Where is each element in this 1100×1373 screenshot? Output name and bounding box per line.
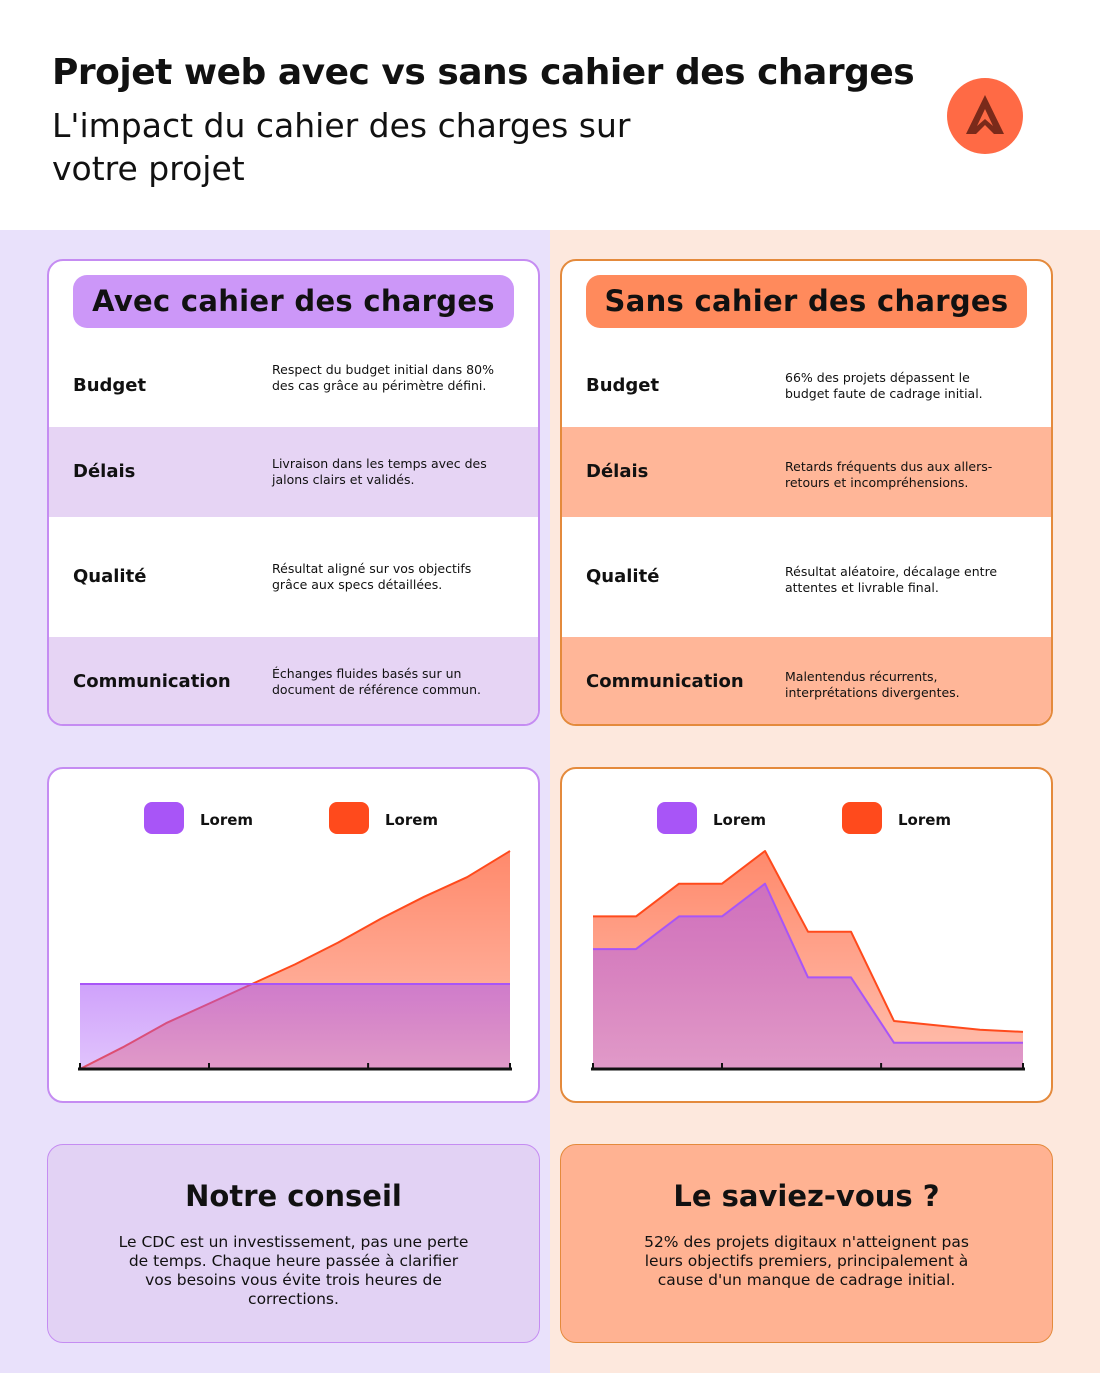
series-area (593, 883, 1023, 1069)
tip-card: Notre conseil Le CDC est un investisseme… (47, 1144, 540, 1343)
without-chart-card: Lorem Lorem (560, 767, 1053, 1103)
with-row-delais: Délais Livraison dans les temps avec des… (49, 427, 538, 517)
row-label: Délais (73, 461, 136, 482)
with-chart: Lorem Lorem (78, 802, 512, 1071)
legend-label: Lorem (385, 811, 438, 829)
row-label: Budget (73, 375, 147, 396)
row-desc: Respect du budget initial dans 80% des c… (272, 362, 494, 393)
row-desc: Retards fréquents dus aux allers-retours… (785, 459, 993, 490)
row-label: Communication (73, 671, 231, 692)
fact-title: Le saviez-vous ? (673, 1179, 940, 1213)
row-desc: 66% des projets dépassent le budget faut… (785, 370, 983, 401)
with-cdc-card: Avec cahier des charges Budget Respect d… (47, 259, 540, 726)
without-row-delais: Délais Retards fréquents dus aux allers-… (562, 427, 1051, 517)
legend-label: Lorem (898, 811, 951, 829)
without-chart: Lorem Lorem (591, 802, 1025, 1071)
row-desc: Livraison dans les temps avec des jalons… (272, 456, 487, 487)
row-desc: Résultat aléatoire, décalage entre atten… (785, 564, 998, 595)
row-label: Budget (586, 375, 660, 396)
series-line (593, 850, 1024, 1033)
row-desc: Échanges fluides basés sur un document d… (272, 666, 481, 697)
tip-title: Notre conseil (185, 1179, 402, 1213)
without-row-qualite: Qualité Résultat aléatoire, décalage ent… (562, 517, 1051, 637)
fact-text: 52% des projets digitaux n'atteignent pa… (644, 1233, 969, 1289)
row-desc: Résultat aligné sur vos objectifs grâce … (272, 561, 472, 592)
with-row-communication: Communication Échanges fluides basés sur… (49, 637, 538, 724)
legend-label: Lorem (713, 811, 766, 829)
without-cdc-title: Sans cahier des charges (586, 275, 1027, 328)
without-row-communication: Communication Malentendus récurrents, in… (562, 637, 1051, 724)
page-title: Projet web avec vs sans cahier des charg… (52, 52, 915, 93)
series-area (80, 984, 510, 1069)
logo-icon (966, 95, 1004, 134)
row-label: Communication (586, 671, 744, 692)
row-label: Qualité (73, 566, 147, 587)
legend-swatch (329, 802, 369, 834)
row-label: Délais (586, 461, 649, 482)
header: Projet web avec vs sans cahier des charg… (0, 0, 1100, 230)
without-row-budget: Budget 66% des projets dépassent le budg… (562, 347, 1051, 427)
page-subtitle: L'impact du cahier des charges sur votre… (52, 106, 631, 188)
fact-card: Le saviez-vous ? 52% des projets digitau… (560, 1144, 1053, 1343)
brand-logo (947, 78, 1023, 154)
row-label: Qualité (586, 566, 660, 587)
with-cdc-title: Avec cahier des charges (73, 275, 514, 328)
with-chart-card: Lorem Lorem (47, 767, 540, 1103)
with-row-qualite: Qualité Résultat aligné sur vos objectif… (49, 517, 538, 637)
legend-swatch (144, 802, 184, 834)
tip-text: Le CDC est un investissement, pas une pe… (118, 1233, 469, 1308)
with-row-budget: Budget Respect du budget initial dans 80… (49, 347, 538, 427)
legend-swatch (657, 802, 697, 834)
legend-swatch (842, 802, 882, 834)
row-desc: Malentendus récurrents, interprétations … (785, 669, 960, 700)
legend-label: Lorem (200, 811, 253, 829)
series-line (593, 882, 1023, 1044)
without-cdc-card: Sans cahier des charges Budget 66% des p… (560, 259, 1053, 726)
